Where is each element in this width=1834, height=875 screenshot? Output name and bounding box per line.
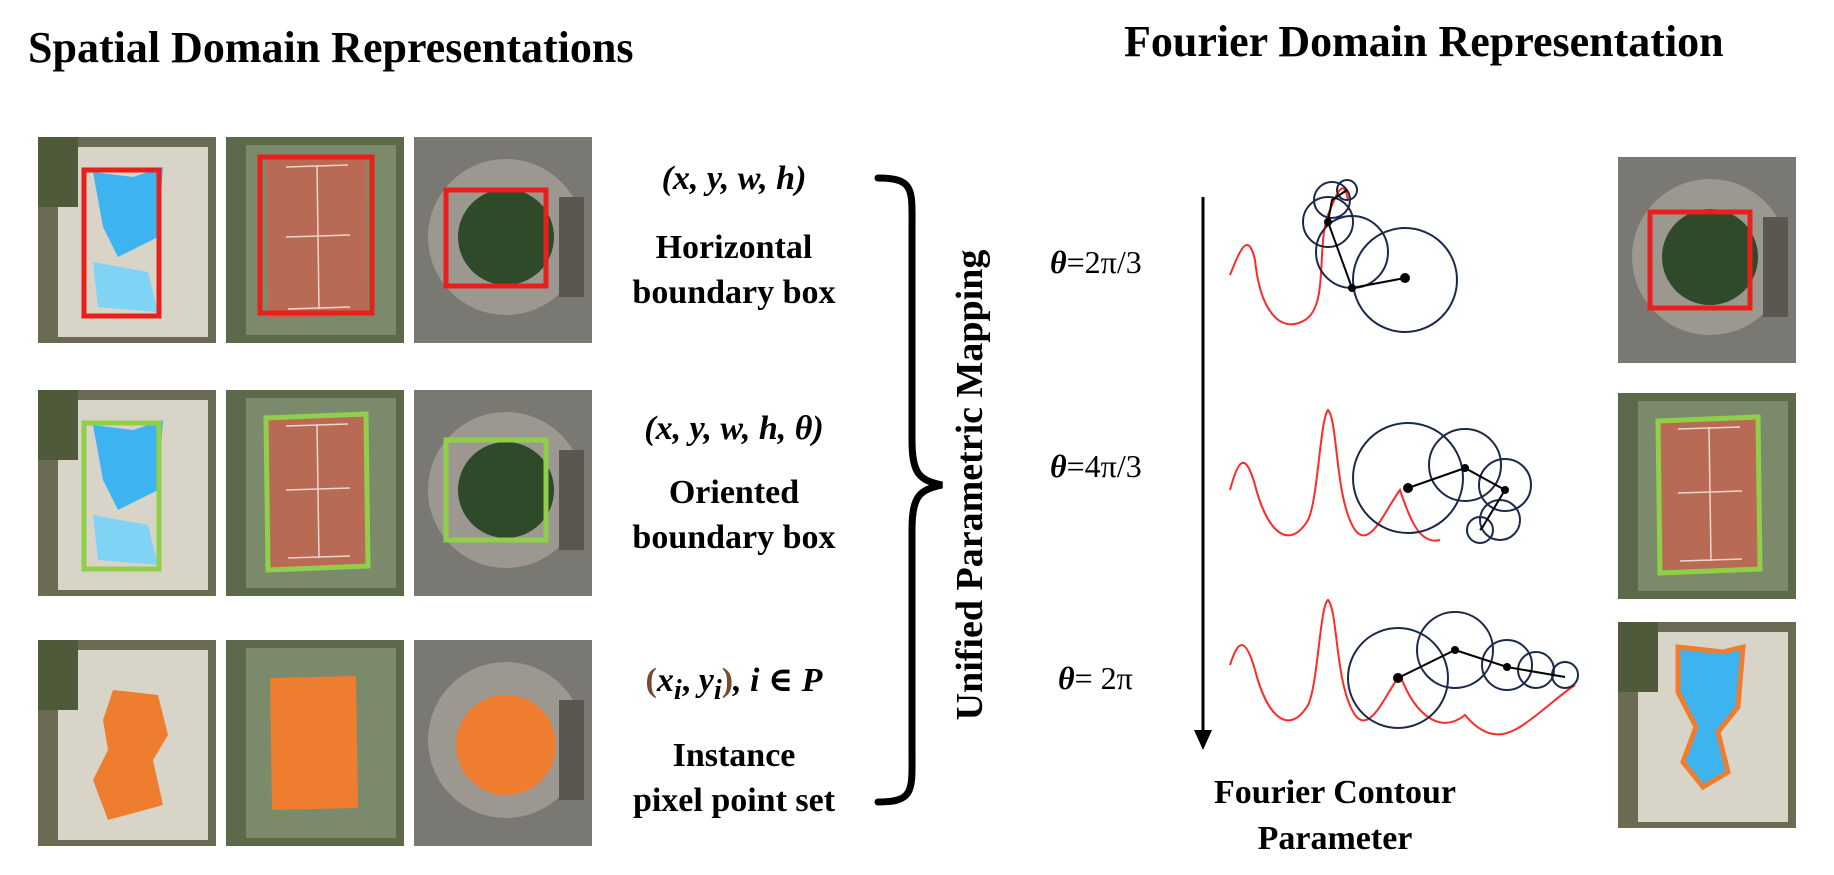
pool-image-oriented (38, 390, 216, 596)
fourier-caption-line2: Parameter (1257, 820, 1413, 857)
label-oriented-line2: boundary box (632, 519, 836, 556)
fourier-caption-line1: Fourier Contour (1213, 774, 1457, 811)
pool-image-mask (38, 640, 216, 846)
label-horizontal-line1: Horizontal (655, 229, 813, 266)
pool-image-result (1618, 622, 1796, 828)
theta-step-1: θ=2π/3 (1050, 244, 1142, 280)
label-instance-line1: Instance (672, 737, 796, 774)
spatial-domain-heading: Spatial Domain Representations (28, 23, 634, 72)
epicycle-diagram-1 (1229, 179, 1458, 333)
roundabout-image-mask (414, 640, 592, 846)
formula-instance: (xi, yi), i ∈ P (645, 662, 823, 706)
roundabout-image-result (1618, 157, 1796, 363)
roundabout-image-horizontal (414, 137, 592, 343)
label-horizontal-line2: boundary box (632, 274, 836, 311)
court-image-mask (226, 640, 404, 846)
fourier-domain-heading: Fourier Domain Representation (1124, 17, 1724, 66)
court-image-horizontal (226, 137, 404, 343)
mapping-label: Unified Parametric Mapping (949, 249, 991, 721)
roundabout-image-oriented (414, 390, 592, 596)
epicycle-diagram-3 (1229, 598, 1579, 736)
label-instance-line2: pixel point set (632, 782, 836, 819)
label-oriented-line1: Oriented (668, 474, 800, 511)
curly-brace (874, 174, 943, 806)
down-arrow-icon (1194, 197, 1212, 750)
fourier-caption: Fourier Contour Parameter (1180, 770, 1490, 862)
pool-image-horizontal (38, 137, 216, 343)
formula-oriented: (x, y, w, h, θ) (644, 410, 824, 447)
court-image-result (1618, 393, 1796, 599)
theta-step-3: θ= 2π (1058, 660, 1133, 696)
theta-step-2: θ=4π/3 (1050, 448, 1142, 484)
court-image-oriented (226, 390, 404, 596)
epicycle-diagram-2 (1229, 408, 1532, 544)
formula-horizontal: (x, y, w, h) (661, 160, 807, 197)
